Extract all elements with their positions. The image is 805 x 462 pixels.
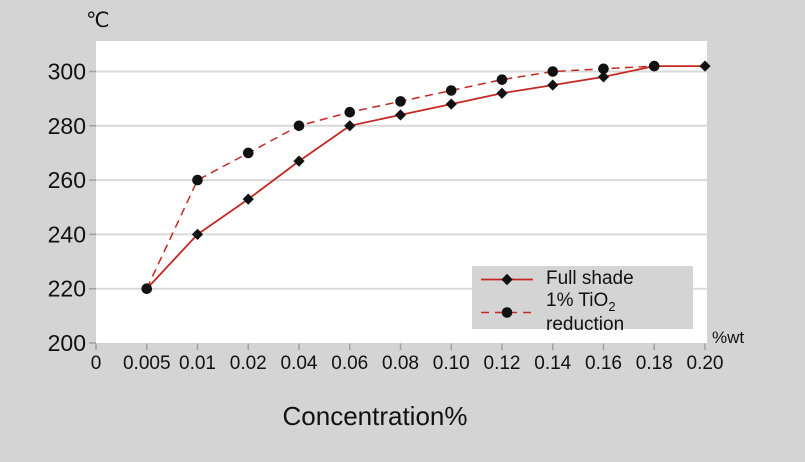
data-marker-diamond xyxy=(191,228,204,240)
legend-sample-dashed-circle xyxy=(481,307,533,319)
x-tick-label: 0.16 xyxy=(585,353,622,374)
data-marker-circle xyxy=(242,147,254,159)
data-marker-circle xyxy=(648,60,660,72)
data-marker-circle xyxy=(293,120,305,132)
x-tick-label: 0.02 xyxy=(230,353,267,374)
y-tick-label: 280 xyxy=(48,113,86,139)
legend-marker-circle xyxy=(501,307,513,319)
data-marker-diamond xyxy=(496,87,508,99)
x-tick-label: 0.12 xyxy=(484,353,521,374)
data-marker-diamond xyxy=(394,109,407,121)
legend: Full shade 1% TiO2 reduction xyxy=(472,266,693,335)
legend-item-tio2-reduction: 1% TiO2 reduction xyxy=(472,290,693,336)
data-marker-circle xyxy=(395,96,406,107)
y-tick-label: 300 xyxy=(48,59,86,85)
data-marker-diamond xyxy=(344,120,356,132)
legend-marker-diamond xyxy=(501,273,513,285)
legend-label-tio2-reduction: 1% TiO2 reduction xyxy=(546,290,625,335)
data-marker-circle xyxy=(344,106,356,118)
legend-label-full-shade: Full shade xyxy=(546,268,634,289)
data-marker-circle xyxy=(496,74,508,85)
data-marker-diamond xyxy=(242,193,254,205)
data-marker-diamond xyxy=(445,98,457,110)
x-tick-label: 0.10 xyxy=(433,353,470,374)
data-marker-circle xyxy=(598,63,609,75)
x-tick-label: 0.06 xyxy=(331,353,368,374)
y-tick-label: 260 xyxy=(48,167,86,193)
x-tick-label: 0.04 xyxy=(281,353,318,374)
legend-sample-solid-diamond xyxy=(481,273,533,285)
data-marker-circle xyxy=(445,85,457,96)
data-marker-diamond xyxy=(597,71,610,83)
series-line-full-shade xyxy=(146,65,705,290)
y-tick-label: 240 xyxy=(48,221,86,247)
x-axis-unit-label: %wt xyxy=(712,328,745,347)
data-marker-circle xyxy=(141,283,153,295)
x-tick-label: 0.18 xyxy=(636,353,673,374)
x-tick-label: 0.01 xyxy=(179,353,216,374)
legend-item-full-shade: Full shade xyxy=(472,268,693,290)
x-tick-label: 0.08 xyxy=(382,353,419,374)
data-marker-diamond xyxy=(699,60,711,72)
y-tick-label: 220 xyxy=(48,276,86,302)
x-tick-label: 0.005 xyxy=(123,353,171,374)
x-axis-title: Concentration% xyxy=(282,401,468,431)
data-marker-diamond xyxy=(547,79,559,91)
data-marker-diamond xyxy=(293,155,305,167)
x-tick-label: 0.20 xyxy=(687,353,724,374)
y-axis-unit-label: ℃ xyxy=(86,9,110,32)
y-tick-label: 200 xyxy=(48,330,86,356)
data-marker-circle xyxy=(547,66,559,77)
data-marker-circle xyxy=(192,174,203,186)
x-tick-label: 0.14 xyxy=(534,353,571,374)
x-tick-label: 0 xyxy=(91,353,102,374)
